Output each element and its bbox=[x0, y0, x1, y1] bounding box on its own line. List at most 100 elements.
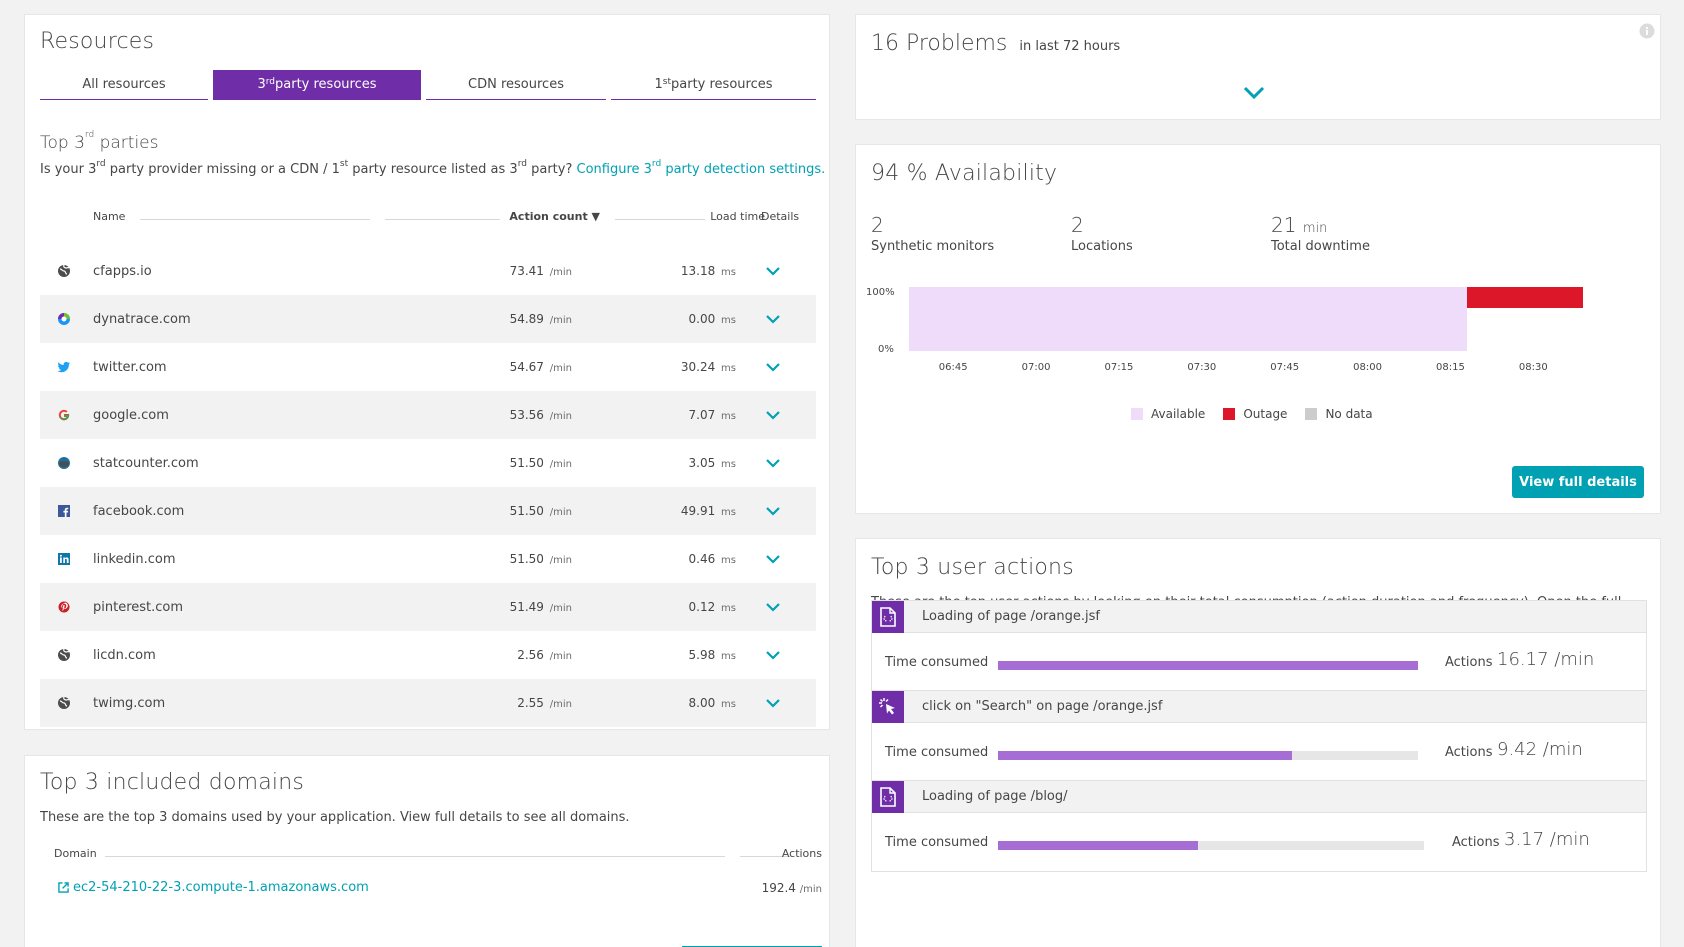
chevron-down-icon[interactable] bbox=[765, 649, 781, 661]
col-load-time[interactable]: Load time bbox=[710, 210, 765, 223]
availability-title: 94 % Availability bbox=[871, 161, 1058, 186]
time-consumed-bar bbox=[998, 841, 1424, 850]
twitter-icon bbox=[57, 360, 71, 374]
table-row: google.com 53.56 /min 7.07 ms bbox=[40, 391, 816, 439]
legend-item[interactable]: Available bbox=[1131, 407, 1205, 421]
linkedin-icon bbox=[57, 552, 71, 566]
row-action-count: 51.50 /min bbox=[509, 552, 572, 566]
actions-label: Actions bbox=[1445, 745, 1493, 760]
table-row: twitter.com 54.67 /min 30.24 ms bbox=[40, 343, 816, 391]
time-consumed-label: Time consumed bbox=[885, 835, 989, 850]
legend-swatch bbox=[1305, 408, 1318, 420]
chevron-down-icon[interactable] bbox=[765, 409, 781, 421]
chevron-down-icon[interactable] bbox=[765, 313, 781, 325]
time-consumed-bar bbox=[998, 661, 1418, 670]
chevron-down-icon[interactable] bbox=[765, 265, 781, 277]
domains-panel: Top 3 included domains These are the top… bbox=[24, 755, 830, 947]
tab-all-resources[interactable]: All resources bbox=[40, 70, 208, 100]
actions-value: 16.17 /min bbox=[1497, 649, 1595, 670]
actions-value: 3.17 /min bbox=[1504, 829, 1590, 850]
row-name: statcounter.com bbox=[93, 455, 199, 471]
col-details: Details bbox=[761, 210, 800, 223]
problems-count: 16 Problems bbox=[871, 31, 1008, 56]
row-name: twimg.com bbox=[93, 695, 166, 711]
table-row: pinterest.com 51.49 /min 0.12 ms bbox=[40, 583, 816, 631]
stat-total-downtime: 21 min Total downtime bbox=[1271, 213, 1370, 254]
chevron-down-icon[interactable] bbox=[1242, 85, 1266, 101]
user-actions-title: Top 3 user actions bbox=[871, 555, 1074, 580]
domains-title: Top 3 included domains bbox=[40, 770, 305, 795]
domain-link[interactable]: ec2-54-210-22-3.compute-1.amazonaws.com bbox=[58, 880, 369, 895]
row-action-count: 51.50 /min bbox=[509, 456, 572, 470]
info-icon[interactable] bbox=[1639, 23, 1655, 39]
top-3rd-parties-title: Top 3rd parties bbox=[40, 130, 159, 153]
pinterest-icon bbox=[57, 600, 71, 614]
row-action-count: 73.41 /min bbox=[509, 264, 572, 278]
view-full-details-button[interactable]: View full details bbox=[1512, 466, 1644, 498]
legend-item[interactable]: No data bbox=[1305, 407, 1373, 421]
chevron-down-icon[interactable] bbox=[765, 457, 781, 469]
actions-value: 9.42 /min bbox=[1497, 739, 1583, 760]
availability-chart: 100% 0% 06:45 07:00 07:15 07:30 07:45 08:00 08:1… bbox=[866, 287, 1583, 373]
user-action-card[interactable]: Loading of page /orange.jsf Time consumed… bbox=[871, 600, 1647, 692]
col-action-count[interactable]: Action count ▼ bbox=[509, 210, 600, 223]
tab-cdn-resources[interactable]: CDN resources bbox=[426, 70, 606, 100]
legend-label: Outage bbox=[1243, 407, 1288, 421]
globe-icon bbox=[57, 264, 71, 278]
col-domain: Domain bbox=[54, 847, 97, 860]
legend-label: Available bbox=[1151, 407, 1206, 421]
user-action-card[interactable]: click on "Search" on page /orange.jsf Tim… bbox=[871, 690, 1647, 782]
row-load-time: 0.00 ms bbox=[688, 312, 737, 326]
x-tick-label: 07:15 bbox=[1105, 362, 1134, 373]
row-action-count: 53.56 /min bbox=[509, 408, 572, 422]
row-action-count: 2.55 /min bbox=[517, 696, 572, 710]
chevron-down-icon[interactable] bbox=[765, 505, 781, 517]
y-tick-label: 100% bbox=[866, 287, 895, 298]
user-action-card[interactable]: Loading of page /blog/Time consumed Actio… bbox=[871, 780, 1647, 872]
chevron-down-icon[interactable] bbox=[765, 697, 781, 709]
external-link-icon bbox=[58, 882, 69, 893]
table-row: statcounter.com 51.50 /min 3.05 ms bbox=[40, 439, 816, 487]
row-name: cfapps.io bbox=[93, 263, 152, 279]
chevron-down-icon[interactable] bbox=[765, 553, 781, 565]
row-name: linkedin.com bbox=[93, 551, 176, 567]
table-row: twimg.com 2.55 /min 8.00 ms bbox=[40, 679, 816, 727]
table-row: licdn.com 2.56 /min 5.98 ms bbox=[40, 631, 816, 679]
available-segment bbox=[909, 287, 1467, 351]
chevron-down-icon[interactable] bbox=[765, 601, 781, 613]
row-action-count: 51.49 /min bbox=[509, 600, 572, 614]
row-name: pinterest.com bbox=[93, 599, 184, 615]
col-name[interactable]: Name bbox=[93, 210, 126, 223]
google-icon bbox=[57, 408, 71, 422]
x-tick-label: 08:15 bbox=[1436, 362, 1465, 373]
time-consumed-bar bbox=[998, 751, 1418, 760]
availability-legend: Available Outage No data bbox=[1131, 407, 1373, 421]
row-load-time: 5.98 ms bbox=[688, 648, 737, 662]
chevron-down-icon[interactable] bbox=[765, 361, 781, 373]
table-row: facebook.com 51.50 /min 49.91 ms bbox=[40, 487, 816, 535]
facebook-icon bbox=[57, 504, 71, 518]
row-name: dynatrace.com bbox=[93, 311, 191, 327]
page-load-icon bbox=[872, 780, 904, 813]
resources-title: Resources bbox=[40, 29, 155, 54]
problems-panel: 16 Problems in last 72 hours bbox=[855, 14, 1661, 120]
configure-detection-link[interactable]: Configure 3rd party detection settings. bbox=[576, 159, 826, 177]
row-load-time: 30.24 ms bbox=[680, 360, 736, 374]
row-action-count: 54.67 /min bbox=[509, 360, 572, 374]
row-load-time: 49.91 ms bbox=[680, 504, 736, 518]
legend-item[interactable]: Outage bbox=[1223, 407, 1287, 421]
x-tick-label: 07:30 bbox=[1187, 362, 1216, 373]
row-load-time: 13.18 ms bbox=[680, 264, 736, 278]
legend-swatch bbox=[1223, 408, 1236, 420]
row-name: twitter.com bbox=[93, 359, 167, 375]
user-actions-panel: Top 3 user actions These are the top use… bbox=[855, 538, 1661, 947]
legend-label: No data bbox=[1325, 407, 1373, 421]
table-row: linkedin.com 51.50 /min 0.46 ms bbox=[40, 535, 816, 583]
third-party-table: cfapps.io 73.41 /min 13.18 ms dynatrace.com… bbox=[40, 247, 816, 727]
row-load-time: 7.07 ms bbox=[688, 408, 737, 422]
page-load-icon bbox=[872, 600, 904, 633]
